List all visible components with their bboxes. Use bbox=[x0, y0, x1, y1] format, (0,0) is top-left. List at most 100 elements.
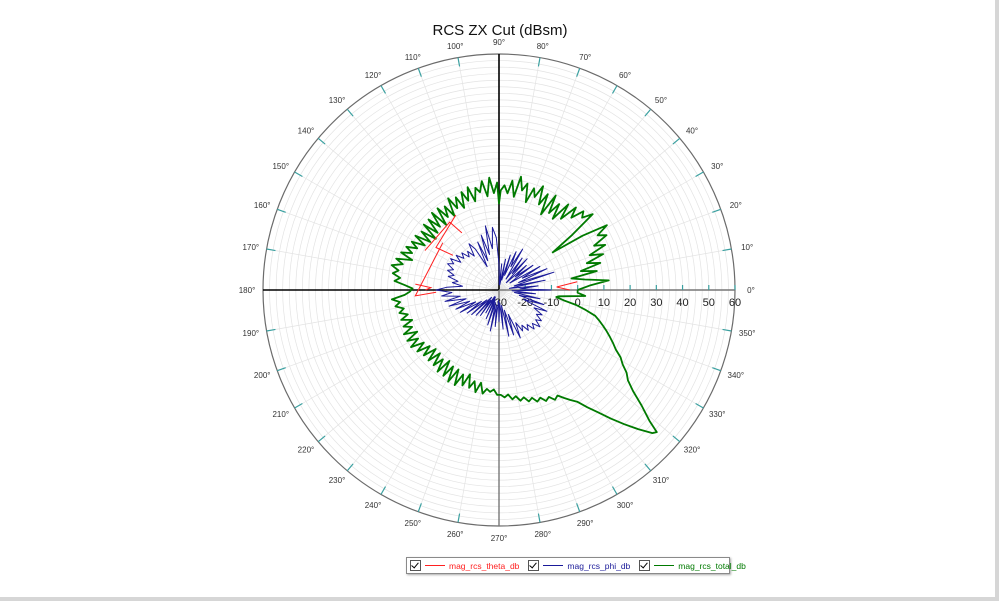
radial-label: 20 bbox=[624, 297, 636, 309]
angle-tick bbox=[417, 68, 422, 77]
radial-label: 0 bbox=[575, 297, 581, 309]
angle-tick bbox=[576, 68, 581, 77]
grid-spoke bbox=[498, 289, 704, 409]
angle-label: 130° bbox=[329, 96, 346, 105]
legend-label-total: mag_rcs_total_db bbox=[678, 560, 746, 571]
angle-label: 300° bbox=[617, 501, 634, 510]
angle-label: 70° bbox=[579, 53, 591, 62]
angle-label: 50° bbox=[655, 96, 667, 105]
series-theta bbox=[424, 221, 463, 251]
grid-spoke bbox=[266, 289, 500, 332]
angle-tick bbox=[712, 367, 721, 372]
grid-spoke bbox=[347, 289, 500, 472]
angle-tick bbox=[537, 513, 541, 523]
angle-tick bbox=[672, 137, 681, 145]
angle-tick bbox=[294, 402, 303, 409]
grid-spoke bbox=[498, 289, 721, 372]
grid-spoke bbox=[380, 85, 500, 291]
grid-spoke bbox=[498, 248, 732, 291]
series-phi bbox=[435, 225, 555, 339]
radial-label: 10 bbox=[598, 297, 610, 309]
legend-item-theta[interactable]: mag_rcs_theta_db bbox=[410, 560, 519, 571]
radial-label: 50 bbox=[703, 297, 715, 309]
grid-spoke bbox=[498, 289, 618, 495]
angle-tick bbox=[644, 463, 652, 472]
angle-tick bbox=[277, 367, 286, 372]
legend-item-total[interactable]: mag_rcs_total_db bbox=[639, 560, 746, 571]
angle-label: 310° bbox=[653, 476, 670, 485]
legend-label-theta: mag_rcs_theta_db bbox=[449, 560, 520, 571]
angle-tick bbox=[457, 513, 461, 523]
series-theta bbox=[556, 281, 578, 291]
grid-spoke bbox=[457, 57, 500, 291]
grid-spoke bbox=[498, 57, 541, 291]
legend-checkbox-total[interactable] bbox=[639, 560, 651, 571]
angle-tick bbox=[611, 486, 618, 495]
radial-label: 30 bbox=[650, 297, 662, 309]
angle-label: 90° bbox=[493, 38, 505, 47]
angle-label: 40° bbox=[686, 127, 698, 136]
angle-label: 140° bbox=[298, 127, 315, 136]
series-theta bbox=[414, 242, 444, 297]
angle-label: 320° bbox=[684, 445, 701, 454]
angle-label: 220° bbox=[298, 445, 315, 454]
legend-swatch-theta bbox=[425, 565, 445, 566]
grid-spoke bbox=[498, 289, 651, 472]
angle-label: 210° bbox=[272, 410, 289, 419]
angle-tick bbox=[695, 171, 704, 178]
grid-spoke bbox=[498, 289, 581, 512]
grid-spoke bbox=[498, 108, 651, 291]
angle-tick bbox=[380, 85, 387, 94]
angle-tick bbox=[417, 503, 422, 512]
grid-spoke bbox=[417, 289, 500, 512]
radial-label: -20 bbox=[517, 297, 533, 309]
angle-tick bbox=[722, 328, 732, 332]
angle-label: 110° bbox=[405, 53, 421, 62]
angle-label: 20° bbox=[730, 201, 742, 210]
angle-label: 250° bbox=[405, 519, 422, 528]
angle-tick bbox=[695, 402, 704, 409]
grid-spoke bbox=[277, 208, 500, 291]
grid-spoke bbox=[498, 289, 681, 442]
legend-checkbox-theta[interactable] bbox=[410, 560, 421, 571]
angle-label: 80° bbox=[537, 42, 549, 51]
grid-spoke bbox=[498, 68, 581, 291]
grid-spoke bbox=[498, 208, 721, 291]
radial-label: -10 bbox=[543, 297, 559, 309]
grid-spoke bbox=[380, 289, 500, 495]
angle-tick bbox=[317, 435, 326, 443]
series-theta bbox=[415, 283, 433, 291]
legend-label-phi: mag_rcs_phi_db bbox=[567, 560, 631, 571]
angle-label: 340° bbox=[728, 371, 745, 380]
angle-label: 240° bbox=[365, 501, 382, 510]
radial-label: 60 bbox=[729, 297, 741, 309]
angle-label: 280° bbox=[534, 530, 551, 539]
angle-label: 330° bbox=[709, 410, 726, 419]
grid-spoke bbox=[457, 289, 500, 523]
series-total bbox=[390, 175, 658, 435]
angle-label: 100° bbox=[447, 42, 464, 51]
angle-label: 10° bbox=[741, 243, 753, 252]
angle-label: 200° bbox=[254, 371, 271, 380]
grid-spoke bbox=[498, 289, 541, 523]
angle-label: 190° bbox=[243, 329, 260, 338]
angle-label: 160° bbox=[254, 201, 271, 210]
angle-label: 60° bbox=[619, 71, 631, 80]
legend: mag_rcs_theta_db mag_rcs_phi_db mag_rcs_… bbox=[406, 557, 746, 574]
legend-checkbox-phi[interactable] bbox=[528, 560, 540, 571]
angle-tick bbox=[346, 108, 354, 117]
angle-tick bbox=[266, 248, 276, 252]
grid-spoke bbox=[347, 108, 500, 291]
angle-label: 270° bbox=[491, 534, 508, 543]
legend-swatch-phi bbox=[543, 565, 564, 566]
angle-tick bbox=[380, 486, 387, 495]
angle-tick bbox=[672, 435, 681, 443]
angle-label: 290° bbox=[577, 519, 594, 528]
legend-item-phi[interactable]: mag_rcs_phi_db bbox=[528, 560, 630, 571]
angle-tick bbox=[537, 57, 541, 67]
angle-tick bbox=[277, 208, 286, 213]
angle-label: 120° bbox=[365, 71, 382, 80]
radial-label: 40 bbox=[676, 297, 688, 309]
angle-label: 30° bbox=[711, 162, 723, 171]
